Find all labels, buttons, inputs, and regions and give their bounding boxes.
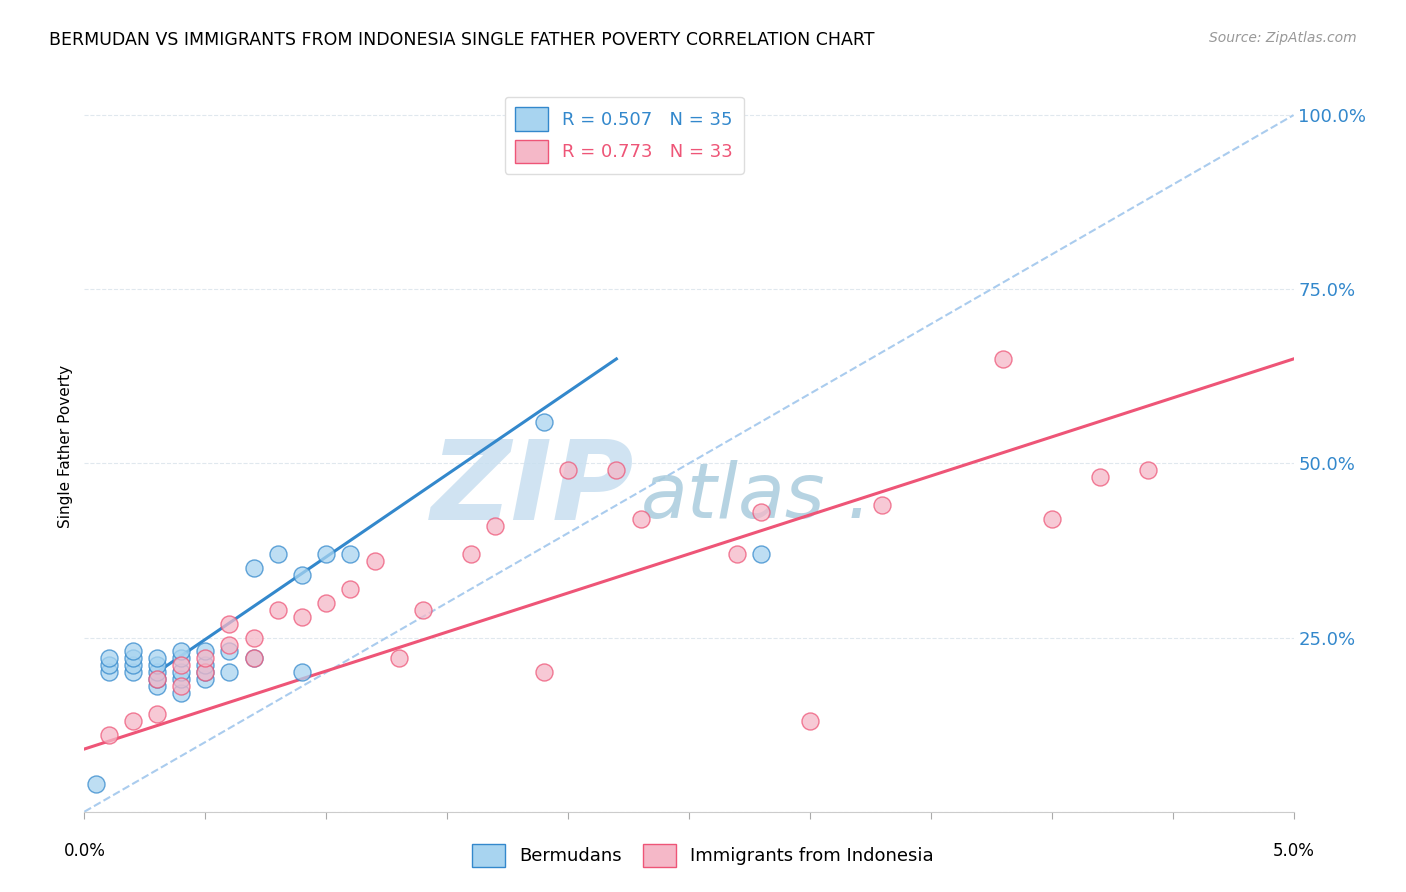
Point bbox=[267, 603, 290, 617]
Point bbox=[533, 415, 555, 429]
Text: ZIP: ZIP bbox=[432, 436, 634, 543]
Point bbox=[751, 547, 773, 561]
Text: atlas: atlas bbox=[641, 460, 825, 534]
Point bbox=[170, 651, 193, 665]
Point bbox=[725, 547, 748, 561]
Point bbox=[194, 658, 217, 673]
Point bbox=[146, 707, 169, 722]
Point bbox=[242, 631, 264, 645]
Point bbox=[1040, 512, 1063, 526]
Point bbox=[291, 567, 314, 582]
Point bbox=[121, 658, 143, 673]
Point bbox=[194, 651, 217, 665]
Point bbox=[654, 136, 676, 150]
Point bbox=[146, 673, 169, 687]
Point bbox=[121, 714, 143, 728]
Point bbox=[194, 665, 217, 680]
Point bbox=[315, 547, 337, 561]
Point bbox=[194, 673, 217, 687]
Point bbox=[170, 665, 193, 680]
Point bbox=[1088, 470, 1111, 484]
Point bbox=[315, 596, 337, 610]
Y-axis label: Single Father Poverty: Single Father Poverty bbox=[58, 365, 73, 527]
Text: .: . bbox=[846, 460, 870, 534]
Point bbox=[146, 673, 169, 687]
Point bbox=[218, 638, 240, 652]
Point bbox=[170, 673, 193, 687]
Point bbox=[460, 547, 482, 561]
Point bbox=[291, 609, 314, 624]
Point bbox=[194, 665, 217, 680]
Point bbox=[267, 547, 290, 561]
Point bbox=[218, 665, 240, 680]
Text: 0.0%: 0.0% bbox=[63, 842, 105, 860]
Point bbox=[242, 651, 264, 665]
Point bbox=[363, 554, 385, 568]
Point bbox=[412, 603, 434, 617]
Point bbox=[751, 505, 773, 519]
Point bbox=[291, 665, 314, 680]
Point bbox=[170, 658, 193, 673]
Text: 5.0%: 5.0% bbox=[1272, 842, 1315, 860]
Point bbox=[170, 644, 193, 658]
Point bbox=[146, 658, 169, 673]
Text: BERMUDAN VS IMMIGRANTS FROM INDONESIA SINGLE FATHER POVERTY CORRELATION CHART: BERMUDAN VS IMMIGRANTS FROM INDONESIA SI… bbox=[49, 31, 875, 49]
Point bbox=[97, 728, 120, 742]
Point bbox=[86, 777, 108, 791]
Point bbox=[533, 665, 555, 680]
Point bbox=[484, 519, 506, 533]
Point bbox=[388, 651, 411, 665]
Point bbox=[97, 658, 120, 673]
Point bbox=[993, 351, 1015, 366]
Point bbox=[557, 463, 579, 477]
Point bbox=[557, 136, 579, 150]
Point bbox=[339, 547, 361, 561]
Point bbox=[97, 665, 120, 680]
Point bbox=[146, 651, 169, 665]
Legend: R = 0.507   N = 35, R = 0.773   N = 33: R = 0.507 N = 35, R = 0.773 N = 33 bbox=[505, 96, 744, 174]
Point bbox=[170, 679, 193, 693]
Point bbox=[799, 714, 821, 728]
Point bbox=[97, 651, 120, 665]
Point bbox=[121, 644, 143, 658]
Point bbox=[121, 665, 143, 680]
Point bbox=[146, 665, 169, 680]
Point bbox=[218, 616, 240, 631]
Point bbox=[605, 463, 627, 477]
Point bbox=[242, 561, 264, 575]
Legend: Bermudans, Immigrants from Indonesia: Bermudans, Immigrants from Indonesia bbox=[465, 837, 941, 874]
Point bbox=[146, 679, 169, 693]
Point bbox=[121, 651, 143, 665]
Point bbox=[170, 686, 193, 700]
Point bbox=[1137, 463, 1160, 477]
Point bbox=[218, 644, 240, 658]
Point bbox=[194, 644, 217, 658]
Point bbox=[872, 498, 894, 512]
Point bbox=[242, 651, 264, 665]
Point bbox=[630, 512, 652, 526]
Text: Source: ZipAtlas.com: Source: ZipAtlas.com bbox=[1209, 31, 1357, 45]
Point bbox=[339, 582, 361, 596]
